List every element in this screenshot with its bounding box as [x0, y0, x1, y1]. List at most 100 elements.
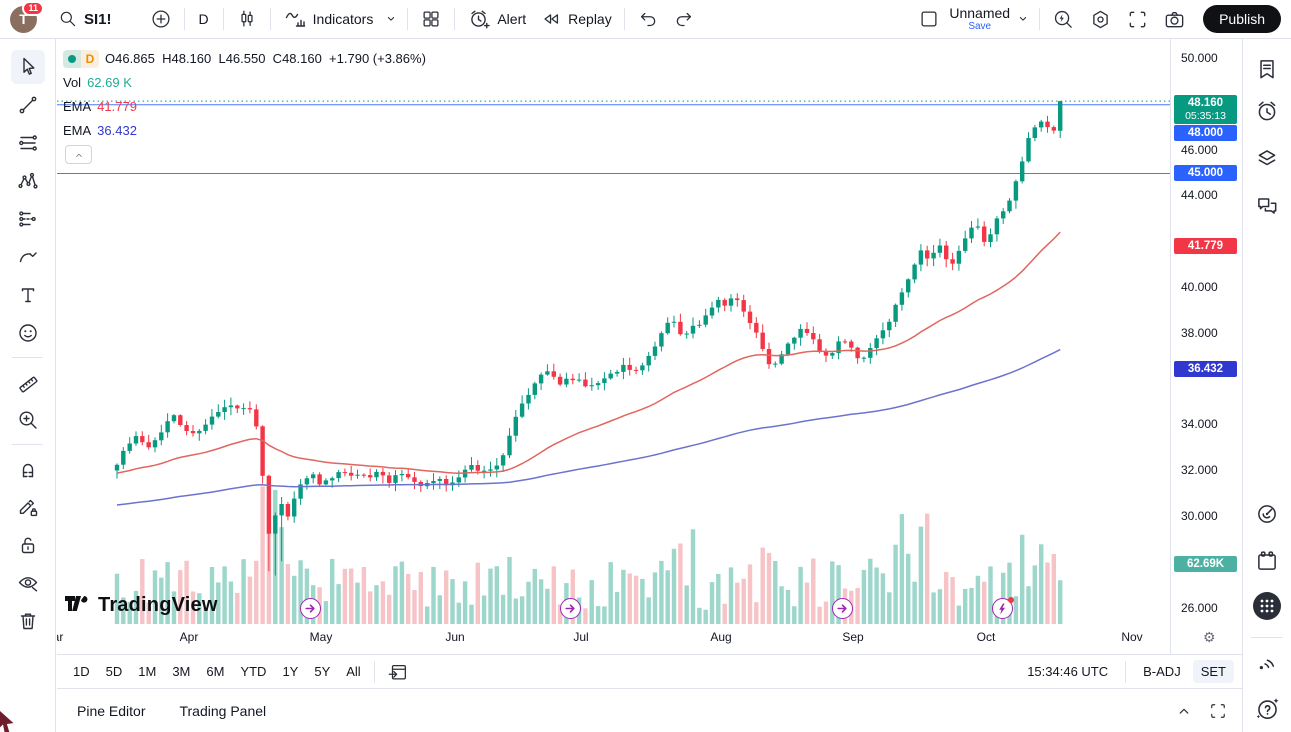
- sidebar-streams[interactable]: [1252, 647, 1282, 677]
- layout-name-block[interactable]: Unnamed Save: [949, 6, 1010, 32]
- settings-button[interactable]: [1082, 4, 1119, 35]
- price-tick: 30.000: [1181, 509, 1218, 523]
- price-axis-label[interactable]: 48.160 05:35:13: [1174, 95, 1237, 124]
- sidebar-calendar[interactable]: [1252, 546, 1282, 576]
- fullscreen-icon: [1129, 11, 1146, 27]
- publish-button[interactable]: Publish: [1203, 5, 1281, 33]
- sidebar-apps[interactable]: [1252, 591, 1282, 621]
- fib-lines-tool[interactable]: [11, 126, 45, 160]
- symbol-search-button[interactable]: SI1!: [51, 5, 119, 33]
- session-toggle[interactable]: SET: [1192, 660, 1234, 683]
- legend-main-row[interactable]: D O46.865 H48.160 L46.550 C48.160 +1.790…: [63, 49, 426, 68]
- hide-drawings-tool[interactable]: [11, 566, 45, 600]
- undo-button[interactable]: [630, 4, 666, 34]
- add-symbol-button[interactable]: [143, 4, 179, 34]
- legend-collapse-button[interactable]: [65, 145, 92, 164]
- market-status-dot: [63, 49, 81, 68]
- text-tool[interactable]: [11, 278, 45, 312]
- contract-rollover-marker[interactable]: [831, 598, 853, 619]
- price-axis-label[interactable]: 48.000: [1174, 125, 1237, 141]
- trend-line-tool[interactable]: [11, 88, 45, 122]
- chat-icon: [1258, 198, 1277, 214]
- brush-icon: [19, 252, 37, 263]
- price-axis-label[interactable]: 36.432: [1174, 361, 1237, 377]
- volume-value: 62.69 K: [87, 75, 132, 90]
- range-button-1y[interactable]: 1Y: [282, 664, 299, 679]
- goto-date-button[interactable]: [380, 657, 416, 687]
- range-button-ytd[interactable]: YTD: [240, 664, 267, 679]
- text-icon: [21, 288, 34, 303]
- replay-button[interactable]: Replay: [533, 4, 619, 34]
- price-axis[interactable]: 50.000 46.000 44.000 40.000 38.000 34.000 32.0…: [1170, 39, 1242, 654]
- sidebar-screener[interactable]: [1252, 499, 1282, 529]
- user-avatar[interactable]: T 11: [10, 0, 44, 33]
- pine-editor-button[interactable]: Pine Editor: [77, 702, 146, 719]
- range-button-6m[interactable]: 6M: [206, 664, 225, 679]
- drawing-mode-tool[interactable]: [11, 490, 45, 524]
- screenshot-button[interactable]: [1156, 4, 1193, 35]
- axis-settings-gear-icon[interactable]: ⚙: [1203, 629, 1216, 645]
- horizontal-price-lines[interactable]: [57, 104, 1170, 174]
- bottom-panel-right: [1174, 701, 1232, 721]
- time-axis[interactable]: ar Apr May Jun Jul Aug Sep Oct Nov: [57, 630, 1170, 650]
- quick-search-button[interactable]: [1045, 4, 1082, 35]
- range-button-3m[interactable]: 3M: [172, 664, 191, 679]
- price-axis-label[interactable]: 45.000: [1174, 165, 1237, 181]
- emoji-tool[interactable]: [11, 316, 45, 350]
- sidebar-chat[interactable]: [1252, 191, 1282, 221]
- legend-volume-row[interactable]: Vol 62.69 K: [63, 73, 426, 92]
- price-axis-label[interactable]: 41.779: [1174, 238, 1237, 254]
- clock-utc[interactable]: 15:34:46 UTC: [1027, 664, 1109, 679]
- month-label: Aug: [710, 630, 732, 644]
- save-link[interactable]: Save: [968, 21, 992, 32]
- contract-rollover-marker[interactable]: [299, 598, 321, 619]
- projection-tool[interactable]: [11, 202, 45, 236]
- remove-drawings-tool[interactable]: [11, 604, 45, 638]
- candles-icon: [241, 10, 253, 27]
- redo-button[interactable]: [666, 4, 702, 34]
- legend-ema2-row[interactable]: EMA 36.432: [63, 121, 426, 140]
- replay-label: Replay: [568, 11, 612, 27]
- alert-button[interactable]: Alert: [460, 3, 533, 35]
- sidebar-help[interactable]: [1252, 693, 1282, 723]
- measure-tool[interactable]: [11, 365, 45, 399]
- contract-switch-flash-marker[interactable]: [991, 597, 1014, 619]
- back-adjust-toggle[interactable]: B-ADJ: [1143, 664, 1181, 679]
- panel-expand-icon[interactable]: [1208, 701, 1228, 721]
- range-button-1d[interactable]: 1D: [73, 664, 90, 679]
- zoom-in-tool[interactable]: [11, 403, 45, 437]
- sidebar-object-tree[interactable]: [1252, 143, 1282, 173]
- fullscreen-button[interactable]: [1119, 4, 1156, 35]
- indicators-button[interactable]: Indicators: [276, 3, 381, 35]
- sidebar-watchlist[interactable]: [1252, 54, 1282, 84]
- trading-panel-button[interactable]: Trading Panel: [179, 702, 267, 719]
- indicators-dropdown[interactable]: [380, 6, 402, 32]
- lock-drawings-tool[interactable]: [11, 528, 45, 562]
- month-label: Sep: [842, 630, 864, 644]
- price-axis-label[interactable]: 62.69K: [1174, 556, 1237, 572]
- legend-ema1-row[interactable]: EMA 41.779: [63, 97, 426, 116]
- layout-select-button[interactable]: [911, 4, 947, 34]
- panel-chevron-up-icon[interactable]: [1174, 701, 1194, 721]
- redo-icon: [676, 12, 691, 27]
- range-button-5y[interactable]: 5Y: [314, 664, 331, 679]
- pattern-tool[interactable]: [11, 164, 45, 198]
- interval-button[interactable]: D: [198, 11, 209, 27]
- magnet-tool[interactable]: [11, 452, 45, 486]
- sidebar-alerts[interactable]: [1252, 96, 1282, 126]
- cursor-tool[interactable]: [10, 50, 45, 84]
- range-button-5d[interactable]: 5D: [105, 664, 123, 679]
- grid-layout-button[interactable]: [413, 4, 449, 34]
- range-button-1m[interactable]: 1M: [138, 664, 157, 679]
- signal-icon: [1259, 659, 1275, 670]
- brush-tool[interactable]: [11, 240, 45, 274]
- watermark-text: TradingView: [98, 593, 218, 616]
- chart-pane[interactable]: TradingView D O46.865 H48.160 L46.550 C4…: [57, 39, 1170, 654]
- layout-dropdown[interactable]: [1012, 6, 1034, 32]
- price-chart-canvas[interactable]: [57, 39, 1170, 629]
- contract-rollover-marker[interactable]: [559, 598, 581, 619]
- grid-icon: [423, 11, 439, 27]
- month-label: Jun: [445, 630, 465, 644]
- chart-style-button[interactable]: [229, 4, 265, 34]
- range-button-all[interactable]: All: [346, 664, 361, 679]
